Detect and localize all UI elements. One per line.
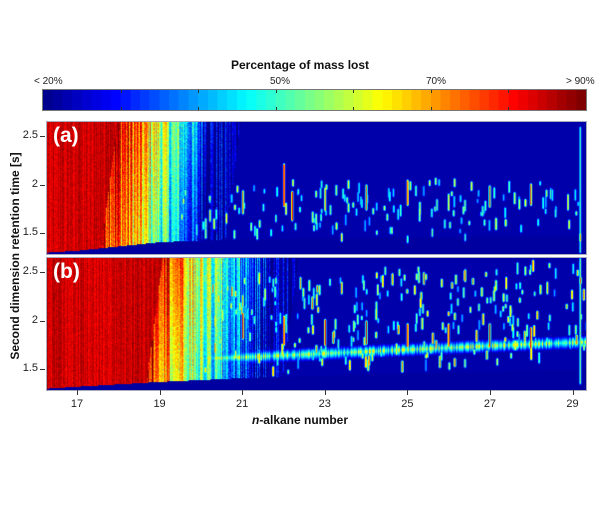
y-tick-label-b-2: 2 — [31, 313, 38, 326]
colorbar-label-min: < 20% — [34, 76, 63, 87]
y-tick-mark — [40, 136, 45, 138]
colorbar-title: Percentage of mass lost — [230, 58, 370, 72]
x-tick-label-19: 19 — [153, 398, 166, 410]
panel-label-a: (a) — [53, 124, 79, 147]
x-tick-label-27: 27 — [483, 398, 497, 410]
y-tick-label-a-2.5: 2.5 — [22, 129, 38, 142]
y-tick-mark — [40, 232, 45, 234]
colorbar-tick — [508, 90, 510, 93]
x-tick-mark — [489, 390, 491, 395]
colorbar-tick — [508, 107, 510, 110]
y-tick-mark — [40, 184, 45, 186]
x-tick-mark — [324, 390, 326, 395]
panel-label-b: (b) — [53, 260, 80, 283]
y-tick-label-b-2.5: 2.5 — [22, 265, 38, 278]
y-tick-label-a-1.5: 1.5 — [22, 225, 38, 238]
colorbar-tick — [275, 90, 277, 93]
y-tick-mark — [40, 320, 45, 322]
x-tick-label-29: 29 — [566, 398, 579, 410]
colorbar-label-70: 70% — [426, 76, 447, 87]
colorbar-tick — [198, 107, 200, 110]
x-axis-label-italic: n — [251, 413, 260, 427]
x-tick-label-21: 21 — [236, 398, 249, 410]
heatmap-canvas-a — [47, 122, 586, 254]
colorbar-tick — [353, 107, 355, 110]
x-tick-mark — [159, 390, 161, 395]
x-axis-label-text: -alkane number — [259, 413, 349, 427]
colorbar — [42, 89, 587, 111]
colorbar-tick — [275, 107, 277, 110]
colorbar-label-max: > 90% — [566, 76, 595, 87]
colorbar-tick — [120, 90, 122, 93]
x-tick-label-17: 17 — [70, 398, 84, 410]
heatmap-panel-a: (a) — [46, 121, 587, 255]
colorbar-tick — [198, 90, 200, 93]
y-tick-label-b-1.5: 1.5 — [22, 361, 38, 374]
x-tick-mark — [572, 390, 574, 395]
x-tick-mark — [242, 390, 244, 395]
y-tick-mark — [40, 368, 45, 370]
colorbar-tick — [353, 90, 355, 93]
colorbar-tick — [120, 107, 122, 110]
colorbar-label-50: 50% — [270, 76, 291, 87]
heatmap-panel-b: (b) — [46, 257, 587, 391]
x-tick-label-25: 25 — [401, 398, 414, 410]
x-tick-mark — [407, 390, 409, 395]
y-tick-label-a-2: 2 — [31, 177, 38, 190]
x-tick-mark — [76, 390, 78, 395]
heatmap-canvas-b — [47, 258, 586, 390]
colorbar-tick — [430, 107, 432, 110]
y-axis-label: Second dimension retention time [s] — [8, 152, 22, 360]
colorbar-tick — [430, 90, 432, 93]
x-axis-label: n-alkane number — [0, 413, 600, 427]
y-tick-mark — [40, 272, 45, 274]
x-tick-label-23: 23 — [318, 398, 331, 410]
